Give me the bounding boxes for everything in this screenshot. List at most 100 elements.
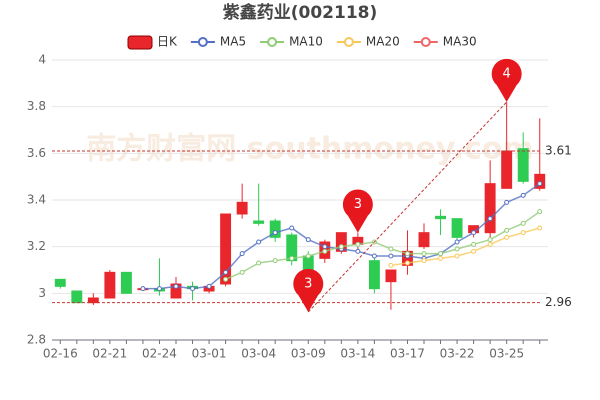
ma-point <box>239 269 245 275</box>
ma-point <box>471 230 477 236</box>
legend-swatch-dot <box>267 37 278 47</box>
y-tick-label: 3.2 <box>27 239 46 253</box>
ma-point <box>404 260 410 266</box>
ma-point <box>355 241 361 247</box>
ma-point <box>239 251 245 257</box>
annotation-label: 3 <box>354 197 362 212</box>
ma-point <box>223 276 229 282</box>
legend-swatch-dot <box>197 37 208 47</box>
ma-point <box>438 255 444 261</box>
ma-point <box>454 253 460 259</box>
ma-point <box>256 260 262 266</box>
legend-label: MA30 <box>443 35 477 49</box>
ma-point <box>487 241 493 247</box>
reference-label: 2.96 <box>545 295 572 309</box>
legend-swatch-dot <box>420 37 431 47</box>
candle-body <box>220 213 232 285</box>
ma-point <box>388 246 394 252</box>
ma-point <box>421 258 427 264</box>
ma-point <box>371 253 377 259</box>
ma-point <box>537 225 543 231</box>
x-tick-label: 03-09 <box>291 347 326 361</box>
y-tick-label: 2.8 <box>27 333 46 347</box>
candle-body <box>418 232 430 248</box>
legend-label: 日K <box>157 35 178 49</box>
legend-item: 日K <box>127 35 178 50</box>
ma-point <box>487 216 493 222</box>
ma-point <box>504 234 510 240</box>
candle-body <box>435 215 446 220</box>
ma-point <box>322 248 328 254</box>
legend-swatch <box>127 35 153 50</box>
ma-point <box>388 262 394 268</box>
legend-label: MA5 <box>220 35 246 49</box>
ma-point <box>454 239 460 245</box>
ma-line <box>390 227 540 267</box>
x-tick-label: 02-21 <box>92 347 127 361</box>
trend-line <box>307 101 508 313</box>
legend-label: MA10 <box>289 35 323 49</box>
ma-point <box>322 244 328 250</box>
annotation-label: 4 <box>503 67 511 82</box>
candle-body <box>269 220 281 238</box>
annotation-pin <box>491 58 522 102</box>
ma-point <box>256 239 262 245</box>
candle-body <box>236 201 248 215</box>
ma-point <box>305 237 311 243</box>
candle-body <box>71 290 83 304</box>
ma-point <box>173 283 179 289</box>
ma-point <box>537 209 543 215</box>
reference-label: 3.61 <box>545 144 572 158</box>
candle-body <box>87 297 99 304</box>
x-tick-label: 03-22 <box>440 347 475 361</box>
ma-point <box>206 283 212 289</box>
candle-body <box>385 269 397 283</box>
y-tick-label: 3.4 <box>27 193 46 207</box>
ma-point <box>504 227 510 233</box>
ma-point <box>190 286 196 292</box>
candle-body <box>517 148 529 182</box>
legend-item: MA20 <box>336 35 400 49</box>
annotation-pin <box>293 268 324 312</box>
x-tick-label: 03-17 <box>390 347 425 361</box>
candle-body <box>253 220 265 224</box>
ma-line <box>225 211 541 281</box>
watermark: 南方财富网 southmoney.com <box>86 132 533 167</box>
ma-point <box>272 258 278 264</box>
legend-item: MA10 <box>260 35 323 49</box>
y-tick-label: 3.8 <box>27 99 46 113</box>
ma-point <box>471 248 477 254</box>
x-tick-label: 03-01 <box>192 347 227 361</box>
ma-point <box>520 192 526 198</box>
annotation-pin <box>342 189 373 233</box>
ma-point <box>438 251 444 257</box>
ma-point <box>520 230 526 236</box>
ma-point <box>504 199 510 205</box>
y-tick-label: 3 <box>38 286 46 300</box>
annotation-label: 3 <box>304 277 312 292</box>
ma-point <box>289 225 295 231</box>
ma-point <box>156 286 162 292</box>
candle-body <box>368 260 380 290</box>
x-tick-label: 03-14 <box>340 347 375 361</box>
y-tick-label: 3.6 <box>27 146 46 160</box>
legend-item: MA5 <box>190 35 246 49</box>
y-tick-label: 4 <box>38 53 46 67</box>
ma-point <box>338 244 344 250</box>
ma-point <box>471 241 477 247</box>
x-tick-label: 03-25 <box>489 347 524 361</box>
ma-point <box>487 237 493 243</box>
candle-body <box>104 271 116 299</box>
candle-body <box>484 183 496 234</box>
x-tick-label: 02-16 <box>43 347 78 361</box>
x-tick-label: 03-04 <box>241 347 276 361</box>
x-tick-label: 02-24 <box>142 347 177 361</box>
ma-point <box>421 251 427 257</box>
ma-point <box>289 255 295 261</box>
legend-swatch-dot <box>343 37 354 47</box>
candle-body <box>54 278 66 287</box>
candle-body <box>501 150 513 189</box>
ma-point <box>520 220 526 226</box>
